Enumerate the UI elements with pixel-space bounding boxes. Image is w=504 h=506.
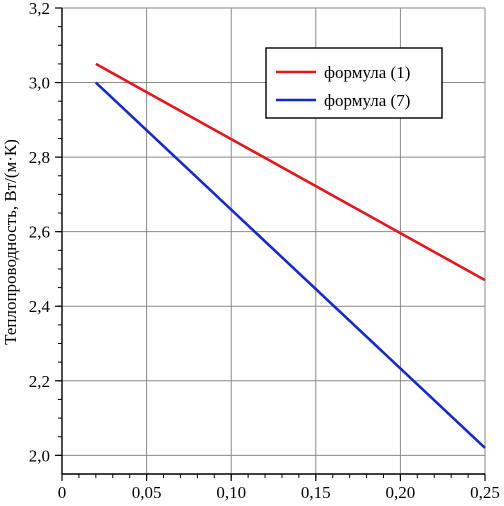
legend: формула (1) формула (7) — [265, 47, 443, 119]
legend-label-2: формула (7) — [324, 91, 410, 110]
x-tick-label: 0,05 — [132, 483, 162, 502]
x-tick-label: 0,25 — [470, 483, 500, 502]
y-tick-label: 2,8 — [29, 148, 50, 167]
y-tick-label: 2,6 — [29, 223, 50, 242]
legend-label-1: формула (1) — [324, 63, 410, 82]
series-layer — [94, 62, 486, 449]
axes — [55, 7, 486, 481]
y-tick-label: 2,4 — [29, 297, 51, 316]
y-tick-label: 3,2 — [29, 0, 50, 18]
x-tick-label: 0,10 — [216, 483, 246, 502]
series-line-1 — [95, 62, 486, 282]
x-tick-label: 0,20 — [386, 483, 416, 502]
legend-box — [265, 47, 443, 119]
tick-labels: 0 0,05 0,10 0,15 0,20 0,25 2,0 2,2 2,4 2,6 2,8 3,0 3… — [29, 0, 500, 502]
x-tick-label: 0,15 — [301, 483, 331, 502]
series-line-2 — [94, 81, 486, 449]
y-axis-label: Теплопроводность, Вт/(м·К) — [1, 139, 20, 345]
x-tick-label: 0 — [58, 483, 67, 502]
y-tick-label: 3,0 — [29, 74, 50, 93]
y-tick-label: 2,2 — [29, 372, 50, 391]
y-tick-label: 2,0 — [29, 446, 50, 465]
